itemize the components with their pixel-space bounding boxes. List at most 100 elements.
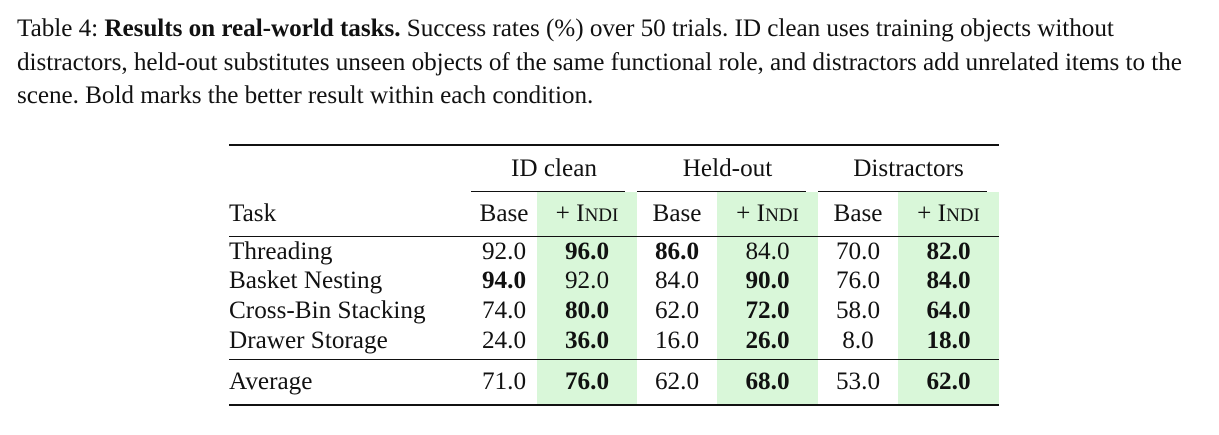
indi-value-cell: 62.0 [898, 359, 999, 406]
value: 62.0 [654, 368, 700, 396]
indi-prefix: + [736, 200, 757, 227]
base-value-cell: 8.0 [818, 326, 898, 360]
base-header-label: Base [479, 200, 529, 227]
task-name: Threading [229, 237, 333, 265]
indi-rest: NDI [765, 205, 799, 226]
indi-first: I [937, 200, 947, 227]
task-header-label: Task [229, 200, 277, 227]
group-label: ID clean [510, 155, 597, 182]
indi-prefix: + [555, 200, 577, 227]
group-header-row: ID clean Held-out Distractors [229, 145, 999, 192]
value: 80.0 [564, 296, 610, 324]
group-label: Distractors [853, 155, 964, 182]
base-value-cell: 58.0 [818, 296, 898, 326]
caption-label: Table 4: [17, 15, 99, 42]
value: 92.0 [564, 267, 610, 295]
value: 62.0 [926, 368, 971, 396]
group-header-1: Held-out [637, 145, 818, 192]
base-value-cell: 53.0 [818, 360, 898, 406]
base-header-label: Base [833, 200, 883, 227]
indi-value-cell: 36.0 [537, 325, 637, 360]
value: 62.0 [654, 296, 700, 324]
value: 90.0 [745, 267, 790, 295]
column-header-row: Task Base + INDI Base + INDI Base + INDI [229, 192, 999, 237]
task-cell: Drawer Storage [229, 326, 471, 360]
value: 36.0 [564, 326, 610, 354]
table-row: Basket Nesting 94.0 92.0 84.0 90.0 76.0 84.0 [229, 266, 999, 297]
indi-value-cell: 82.0 [898, 236, 999, 267]
base-value-cell: 94.0 [471, 267, 537, 297]
average-row: Average 71.0 76.0 62.0 68.0 53.0 62.0 [229, 359, 999, 406]
value: 64.0 [926, 296, 971, 324]
base-value-cell: 86.0 [637, 237, 717, 267]
group-label: Held-out [682, 155, 773, 182]
indi-first: I [756, 200, 766, 227]
results-table: ID clean Held-out Distractors Task Base + IND… [229, 144, 1004, 406]
value: 8.0 [842, 326, 874, 354]
value: 58.0 [835, 296, 881, 324]
table-caption: Table 4: Results on real-world tasks. Su… [17, 12, 1207, 113]
indi-value-cell: 84.0 [717, 236, 818, 267]
value: 72.0 [745, 296, 790, 324]
task-header: Task [229, 192, 471, 237]
group-rule [637, 191, 806, 192]
value: 92.0 [481, 237, 527, 265]
indi-value-cell: 96.0 [537, 236, 637, 267]
indi-header: + INDI [717, 192, 818, 237]
indi-value-cell: 84.0 [898, 266, 999, 297]
base-value-cell: 76.0 [818, 267, 898, 297]
base-header: Base [637, 192, 717, 237]
value: 16.0 [654, 326, 700, 354]
table-row: Threading 92.0 96.0 86.0 84.0 70.0 82.0 [229, 236, 999, 267]
results-table-grid: ID clean Held-out Distractors Task Base + IND… [229, 144, 999, 406]
base-value-cell: 62.0 [637, 296, 717, 326]
value: 84.0 [926, 267, 971, 295]
value: 76.0 [835, 267, 881, 295]
indi-prefix: + [917, 200, 938, 227]
value: 71.0 [481, 368, 527, 396]
task-name: Average [229, 368, 313, 396]
indi-value-cell: 80.0 [537, 296, 637, 326]
indi-value-cell: 72.0 [717, 296, 818, 326]
value: 74.0 [481, 296, 527, 324]
value: 18.0 [926, 326, 971, 354]
value: 84.0 [654, 267, 700, 295]
base-header: Base [818, 192, 898, 237]
value: 84.0 [745, 237, 790, 265]
group-rule [818, 191, 987, 192]
base-value-cell: 92.0 [471, 237, 537, 267]
value: 70.0 [835, 237, 881, 265]
indi-value-cell: 76.0 [537, 359, 637, 406]
base-value-cell: 74.0 [471, 296, 537, 326]
value: 96.0 [564, 237, 610, 265]
value: 82.0 [926, 237, 971, 265]
indi-header: + INDI [898, 192, 999, 237]
indi-first: I [576, 200, 585, 227]
indi-header: + INDI [537, 192, 637, 237]
group-header-2: Distractors [818, 145, 999, 192]
base-value-cell: 24.0 [471, 326, 537, 360]
table-row: Drawer Storage 24.0 36.0 16.0 26.0 8.0 18.0 [229, 325, 999, 360]
indi-value-cell: 90.0 [717, 266, 818, 297]
task-cell: Average [229, 360, 471, 406]
indi-value-cell: 92.0 [537, 266, 637, 297]
value: 24.0 [481, 326, 527, 354]
value: 86.0 [654, 237, 700, 265]
base-value-cell: 84.0 [637, 267, 717, 297]
value: 76.0 [564, 368, 610, 396]
value: 94.0 [481, 267, 527, 295]
indi-value-cell: 68.0 [717, 359, 818, 406]
base-value-cell: 16.0 [637, 326, 717, 360]
base-header: Base [471, 192, 537, 237]
base-value-cell: 62.0 [637, 360, 717, 406]
base-value-cell: 70.0 [818, 237, 898, 267]
task-name: Cross-Bin Stacking [229, 296, 426, 324]
task-cell: Threading [229, 237, 471, 267]
indi-rest: NDI [946, 205, 980, 226]
table-row: Cross-Bin Stacking 74.0 80.0 62.0 72.0 58.0 64… [229, 296, 999, 326]
caption-title: Results on real-world tasks. [104, 15, 401, 42]
base-value-cell: 71.0 [471, 360, 537, 406]
task-name: Drawer Storage [229, 326, 388, 354]
value: 68.0 [745, 368, 790, 396]
task-cell: Cross-Bin Stacking [229, 296, 471, 326]
